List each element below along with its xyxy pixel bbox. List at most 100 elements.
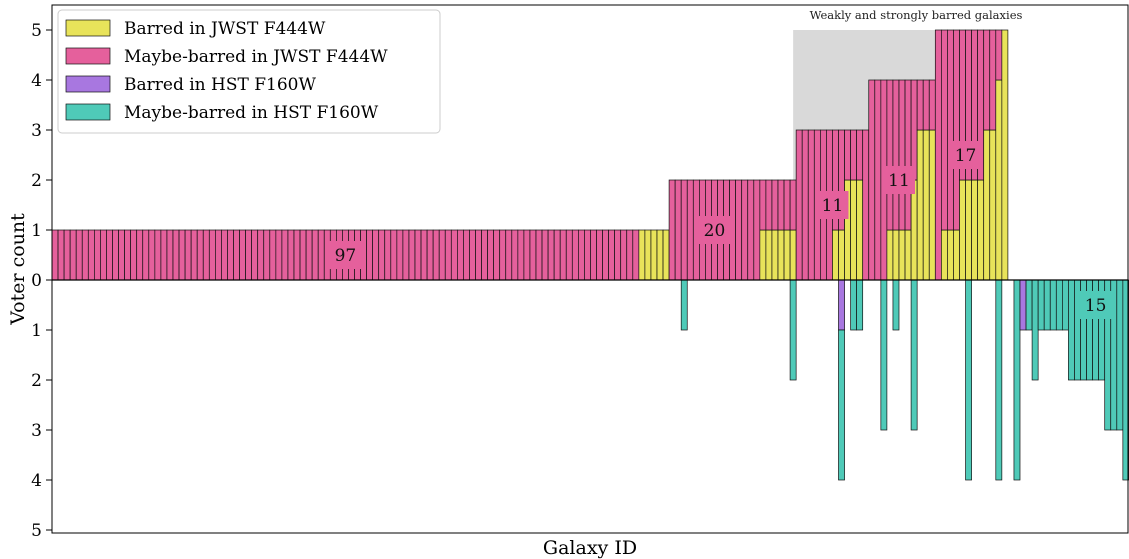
bar-jwst-maybe-barred	[602, 229, 609, 281]
legend-label: Maybe-barred in HST F160W	[124, 103, 379, 123]
bar-jwst-maybe-barred	[414, 229, 422, 281]
bar-jwst-maybe-barred	[559, 229, 567, 281]
bar-jwst-maybe-barred	[547, 229, 555, 281]
y-tick-label: 3	[31, 421, 42, 441]
bar-jwst-barred	[838, 229, 845, 281]
bar-jwst-barred	[886, 229, 894, 281]
bar-jwst-barred	[989, 129, 997, 281]
bar-jwst-maybe-barred	[626, 229, 634, 281]
shaded-region-label: Weakly and strongly barred galaxies	[810, 8, 1023, 22]
bar-hst-maybe-barred	[789, 279, 797, 381]
bar-jwst-barred	[959, 179, 966, 281]
y-tick-label: 2	[31, 171, 42, 191]
bar-jwst-barred	[850, 179, 857, 281]
bar-jwst-barred	[983, 129, 991, 281]
bar-jwst-barred	[910, 179, 918, 281]
bar-jwst-maybe-barred	[457, 229, 464, 281]
bar-jwst-maybe-barred	[747, 179, 755, 281]
bar-jwst-barred	[898, 229, 906, 281]
bar-jwst-maybe-barred	[208, 229, 216, 281]
bar-jwst-maybe-barred	[777, 179, 785, 231]
bar-jwst-barred	[904, 229, 912, 281]
bar-jwst-barred	[771, 229, 779, 281]
bar-jwst-maybe-barred	[172, 229, 180, 281]
bar-jwst-barred	[789, 229, 797, 281]
bar-jwst-maybe-barred	[940, 29, 948, 231]
y-tick-label: 5	[31, 521, 42, 541]
bar-jwst-maybe-barred	[63, 229, 71, 281]
bar-jwst-maybe-barred	[215, 229, 222, 281]
bar-hst-barred	[838, 279, 845, 331]
bar-hst-maybe-barred	[1031, 279, 1039, 381]
bar-jwst-maybe-barred	[221, 229, 228, 281]
y-tick-label: 4	[31, 471, 42, 491]
bar-jwst-maybe-barred	[463, 229, 470, 281]
bar-hst-maybe-barred	[680, 279, 688, 331]
bar-jwst-maybe-barred	[910, 79, 918, 181]
bar-hst-maybe-barred	[1013, 279, 1021, 481]
bar-jwst-maybe-barred	[505, 229, 513, 281]
bar-jwst-maybe-barred	[868, 79, 876, 281]
count-label-box	[698, 216, 731, 244]
bar-hst-maybe-barred	[838, 329, 845, 481]
count-label: 11	[822, 196, 844, 216]
bar-jwst-maybe-barred	[372, 229, 380, 281]
bar-hst-maybe-barred	[856, 279, 864, 331]
bar-jwst-barred	[995, 79, 1003, 281]
bar-jwst-barred	[965, 179, 972, 281]
bar-jwst-maybe-barred	[565, 229, 573, 281]
y-tick-label: 4	[31, 71, 42, 91]
bar-jwst-maybe-barred	[323, 229, 331, 281]
legend-label: Barred in JWST F444W	[124, 19, 326, 39]
bar-jwst-maybe-barred	[106, 229, 113, 281]
bar-hst-maybe-barred	[1049, 279, 1057, 331]
count-label-box	[883, 166, 915, 194]
count-label: 15	[1085, 296, 1107, 316]
bar-jwst-maybe-barred	[807, 129, 815, 281]
bar-jwst-maybe-barred	[148, 229, 156, 281]
bar-jwst-maybe-barred	[160, 229, 168, 281]
bar-jwst-maybe-barred	[553, 229, 561, 281]
bar-jwst-barred	[777, 229, 785, 281]
count-label: 20	[704, 221, 726, 241]
bar-jwst-barred	[656, 229, 664, 281]
bar-jwst-maybe-barred	[166, 229, 174, 281]
legend-swatch	[65, 103, 111, 121]
bar-jwst-maybe-barred	[299, 229, 307, 281]
y-tick-label: 0	[31, 271, 42, 291]
count-labels-layer: 97 20 11 11 17 15	[329, 141, 1112, 319]
bar-hst-maybe-barred	[880, 279, 888, 431]
bar-jwst-maybe-barred	[771, 179, 779, 231]
bar-jwst-maybe-barred	[57, 229, 65, 281]
bar-jwst-maybe-barred	[432, 229, 440, 281]
legend-label: Barred in HST F160W	[124, 75, 316, 95]
count-label-box	[816, 191, 849, 219]
y-tick-label: 5	[31, 21, 42, 41]
bar-jwst-maybe-barred	[287, 229, 295, 281]
bar-jwst-maybe-barred	[947, 29, 954, 231]
bar-hst-maybe-barred	[1116, 279, 1124, 431]
bar-jwst-maybe-barred	[922, 79, 930, 131]
bar-jwst-maybe-barred	[81, 229, 89, 281]
bar-jwst-maybe-barred	[759, 179, 767, 231]
bar-jwst-maybe-barred	[178, 229, 186, 281]
legend-label: Maybe-barred in JWST F444W	[124, 47, 388, 67]
bar-jwst-barred	[971, 179, 978, 281]
bar-jwst-maybe-barred	[892, 79, 900, 231]
bar-jwst-maybe-barred	[408, 229, 416, 281]
legend-box	[57, 9, 441, 134]
bar-hst-maybe-barred	[965, 279, 972, 481]
bar-jwst-maybe-barred	[360, 229, 367, 281]
bar-jwst-maybe-barred	[402, 229, 410, 281]
bar-jwst-maybe-barred	[112, 229, 119, 281]
count-label-box	[329, 241, 362, 269]
bar-jwst-barred	[1001, 29, 1009, 281]
bar-jwst-maybe-barred	[136, 229, 144, 281]
bar-jwst-maybe-barred	[239, 229, 246, 281]
bar-hst-maybe-barred	[1025, 279, 1033, 331]
bar-jwst-barred	[922, 129, 930, 281]
count-label: 17	[955, 146, 977, 166]
bar-jwst-maybe-barred	[69, 229, 77, 281]
bar-hst-maybe-barred	[1037, 279, 1045, 331]
bar-jwst-maybe-barred	[51, 229, 59, 281]
